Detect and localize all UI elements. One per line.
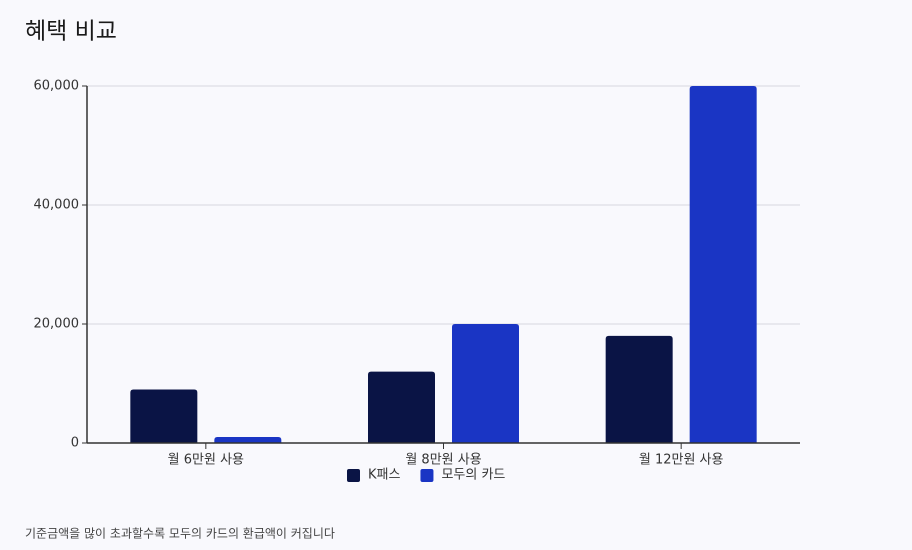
x-tick-label: 월 12만원 사용: [639, 453, 724, 468]
footnote: 기준금액을 많이 초과할수록 모두의 카드의 환급액이 커집니다: [25, 527, 335, 541]
legend-label: K패스: [368, 468, 400, 483]
x-tick-label: 월 6만원 사용: [168, 453, 244, 468]
bar: [130, 389, 198, 443]
bar: [368, 371, 435, 443]
y-tick-label: 40,000: [34, 198, 80, 213]
bar: [452, 324, 519, 443]
chart-title: 혜택 비교: [25, 19, 117, 45]
bar: [605, 335, 673, 443]
y-tick-label: 20,000: [34, 317, 80, 332]
x-tick-label: 월 8만원 사용: [405, 453, 481, 468]
y-tick-label: 0: [71, 436, 79, 451]
y-tick-label: 60,000: [34, 79, 80, 94]
bar: [214, 437, 282, 443]
legend-swatch: [347, 469, 360, 482]
legend-label: 모두의 카드: [441, 468, 505, 483]
bar: [689, 86, 757, 443]
legend-swatch: [420, 469, 434, 482]
